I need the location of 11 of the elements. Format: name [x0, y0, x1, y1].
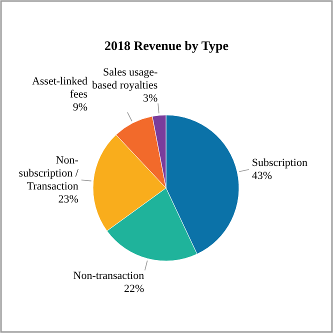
data-label: 43%	[252, 170, 272, 182]
slice-label: Sales usage-based royalties	[92, 66, 158, 92]
slice-label: Subscription	[252, 156, 308, 169]
data-label: 23%	[58, 194, 78, 206]
slice-label: Asset-linked fees	[32, 76, 88, 101]
slice-label: Non-subscription / Transaction	[18, 154, 80, 193]
data-label: 3%	[143, 92, 158, 104]
chart-title: 2018 Revenue by Type	[104, 38, 229, 53]
data-label: 9%	[72, 102, 88, 114]
slice-label: Non-transaction	[73, 270, 145, 282]
data-label: 22%	[124, 283, 144, 296]
